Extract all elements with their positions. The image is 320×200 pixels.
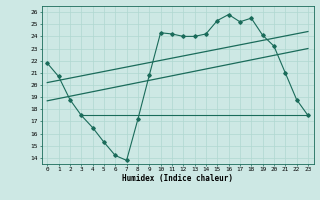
X-axis label: Humidex (Indice chaleur): Humidex (Indice chaleur) [122, 174, 233, 183]
